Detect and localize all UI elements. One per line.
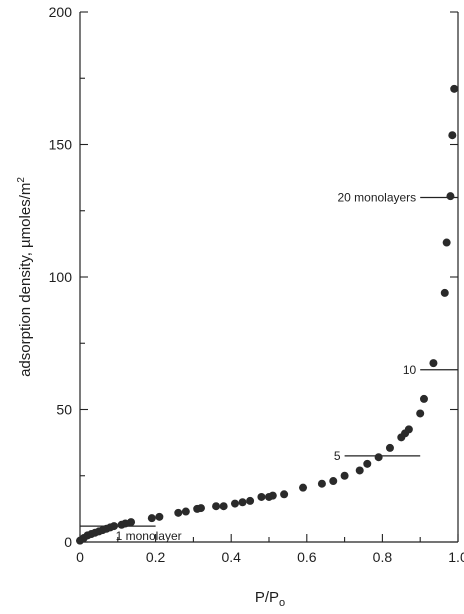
axes-frame bbox=[79, 12, 459, 543]
tick-labels: 0 0.2 0.4 0.6 0.8 1.0 0 50 100 150 200 1 monolayer 5… bbox=[49, 4, 464, 565]
y-tick-label: 50 bbox=[56, 402, 72, 418]
y-axis-title: adsorption density, µmoles/m2 bbox=[16, 177, 34, 377]
data-point bbox=[174, 508, 183, 517]
data-point bbox=[212, 502, 221, 511]
data-point bbox=[429, 359, 438, 368]
data-point bbox=[404, 425, 413, 434]
data-point bbox=[110, 522, 119, 531]
y-tick-label: 150 bbox=[49, 137, 73, 153]
data-point bbox=[127, 518, 136, 527]
monolayer-label: 10 bbox=[403, 363, 417, 377]
x-axis-title: P/Po bbox=[255, 589, 285, 609]
data-point bbox=[355, 466, 364, 475]
data-point bbox=[299, 483, 308, 492]
data-point bbox=[374, 453, 383, 462]
y-tick-label: 100 bbox=[49, 269, 73, 285]
reference-lines bbox=[80, 196, 458, 527]
data-point bbox=[340, 471, 349, 480]
x-tick-label: 1.0 bbox=[448, 549, 464, 565]
data-point bbox=[246, 496, 255, 505]
data-point bbox=[317, 479, 326, 488]
data-point bbox=[385, 443, 394, 452]
data-point bbox=[238, 498, 247, 507]
data-point bbox=[442, 238, 451, 247]
data-point bbox=[446, 192, 455, 201]
data-point bbox=[440, 288, 449, 297]
x-tick-label: 0.4 bbox=[221, 549, 241, 565]
data-point bbox=[419, 394, 428, 403]
data-point bbox=[450, 84, 459, 93]
y-axis-title-superscript: 2 bbox=[16, 177, 27, 183]
x-tick-label: 0.2 bbox=[146, 549, 166, 565]
x-tick-label: 0.8 bbox=[373, 549, 393, 565]
monolayer-label: 5 bbox=[334, 449, 341, 463]
data-point bbox=[155, 512, 164, 521]
data-point bbox=[230, 499, 239, 508]
data-point bbox=[219, 502, 228, 511]
data-point bbox=[268, 491, 277, 500]
data-point bbox=[280, 490, 289, 499]
data-point bbox=[147, 514, 156, 523]
x-axis-title-subscript: o bbox=[279, 597, 285, 609]
y-axis-title-main: adsorption density, µmoles/m bbox=[17, 183, 34, 377]
data-point bbox=[329, 477, 338, 486]
y-tick-label: 0 bbox=[64, 534, 72, 550]
data-points bbox=[76, 84, 459, 545]
x-axis-title-main: P/P bbox=[255, 589, 279, 606]
data-point bbox=[257, 492, 266, 501]
monolayer-label: 1 monolayer bbox=[116, 529, 182, 543]
data-point bbox=[363, 459, 372, 468]
x-tick-label: 0.6 bbox=[297, 549, 317, 565]
x-tick-label: 0 bbox=[76, 549, 84, 565]
data-point bbox=[181, 507, 190, 516]
y-tick-label: 200 bbox=[49, 4, 73, 20]
data-point bbox=[416, 409, 425, 418]
data-point bbox=[448, 131, 457, 140]
monolayer-label: 20 monolayers bbox=[337, 191, 416, 205]
data-point bbox=[196, 504, 205, 513]
axis-ticks bbox=[79, 11, 459, 543]
